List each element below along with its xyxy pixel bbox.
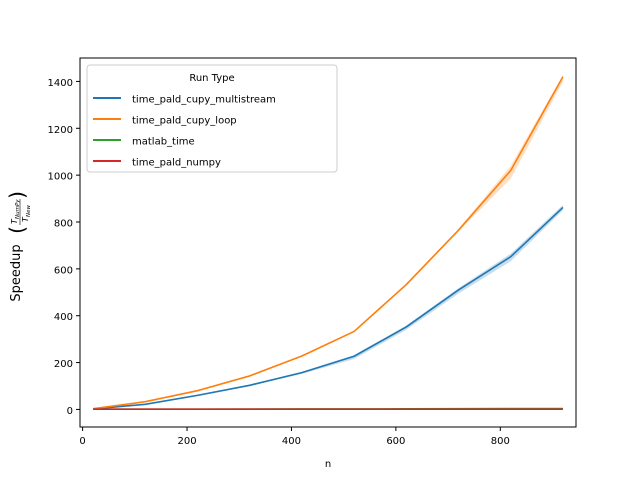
x-axis-label: n <box>325 459 331 470</box>
y-tick-label: 600 <box>54 265 73 276</box>
y-tick-label: 0 <box>67 406 73 417</box>
y-label-num-sub: NumPy <box>15 199 21 219</box>
x-tick-label: 400 <box>282 436 301 447</box>
y-tick-label: 800 <box>54 219 73 230</box>
legend-title: Run Type <box>189 73 234 84</box>
x-tick-label: 800 <box>491 436 510 447</box>
legend-box <box>86 64 338 173</box>
x-tick-label: 0 <box>79 436 85 447</box>
y-label-num-main: T <box>10 218 19 224</box>
y-tick-label: 1000 <box>48 172 73 183</box>
y-label-paren-open: ( <box>5 226 29 234</box>
x-tick-label: 200 <box>177 436 196 447</box>
y-label-den-sub: New <box>26 205 32 217</box>
legend-label-time-pald-cupy-multistream: time_pald_cupy_multistream <box>132 95 276 106</box>
legend-label-time-pald-cupy-loop: time_pald_cupy_loop <box>132 116 237 127</box>
x-tick-label: 600 <box>386 436 405 447</box>
y-tick-label: 1400 <box>48 78 73 89</box>
y-label-den-main: T <box>21 216 30 222</box>
y-tick-label: 400 <box>54 312 73 323</box>
x-axis-ticks: 0 200 400 600 800 <box>79 427 510 447</box>
y-tick-label: 200 <box>54 359 73 370</box>
legend-label-matlab-time: matlab_time <box>132 137 195 148</box>
series-lines <box>92 76 564 410</box>
y-axis-label-group: Speedup ( T NumPy T New ) <box>5 191 32 302</box>
y-axis-label: Speedup <box>9 244 24 301</box>
plot-frame <box>79 57 577 428</box>
line-time-pald-cupy-loop <box>92 76 564 410</box>
y-tick-label: 1200 <box>48 125 73 136</box>
legend-items: time_pald_cupy_multistream time_pald_cupy… <box>93 95 276 169</box>
legend: Run Type time_pald_cupy_multistreamtime_… <box>86 64 338 173</box>
line-time-pald-cupy-multistream <box>92 206 564 410</box>
legend-label-time-pald-numpy: time_pald_numpy <box>132 158 221 169</box>
y-label-paren-close: ) <box>5 191 29 199</box>
y-axis-ticks: 0 200 400 600 800 1000 1200 1400 <box>48 78 80 417</box>
